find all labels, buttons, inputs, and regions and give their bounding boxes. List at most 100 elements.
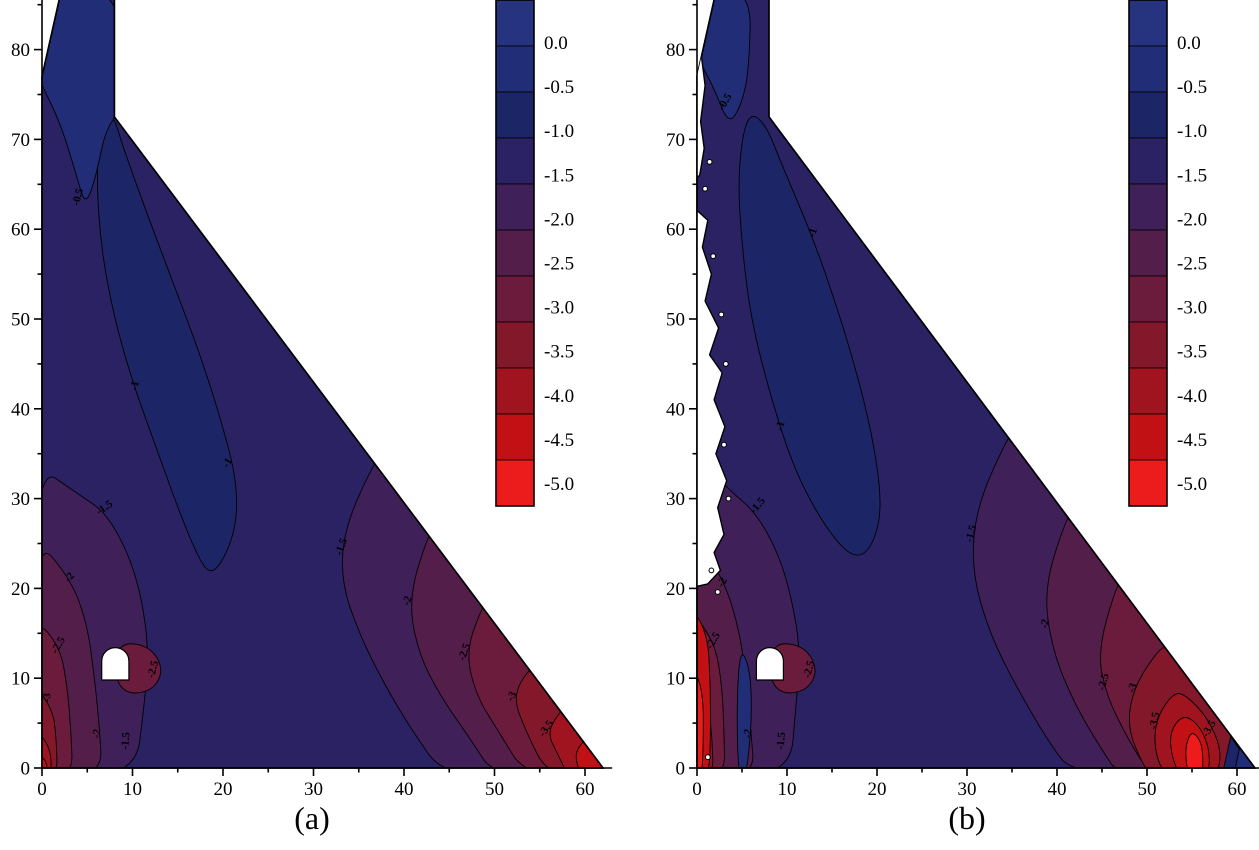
y-tick-label: 70: [11, 130, 30, 151]
colorbar-block: [1128, 183, 1168, 231]
contour-label: -3: [1125, 681, 1140, 694]
axes-a: [34, 0, 613, 776]
colorbar-tick-label: -2.5: [1177, 254, 1207, 275]
damage-speck: [708, 567, 715, 574]
colorbar-tick-label: -3.5: [1177, 342, 1207, 363]
colorbar-block: [495, 137, 535, 185]
colorbar-tick-label: -4.0: [1177, 386, 1207, 407]
colorbar-tick-label: -1.5: [1177, 165, 1207, 186]
y-tick-label: 20: [666, 579, 685, 600]
x-tick-label: 0: [692, 779, 702, 800]
contour-label: -1.5: [333, 536, 350, 557]
colorbar-block: [1128, 45, 1168, 93]
y-tick-label: 10: [11, 669, 30, 690]
colorbar-block: [495, 183, 535, 231]
contour-label: -1.5: [119, 731, 133, 750]
colorbar-tick-label: -5.0: [544, 474, 574, 495]
contour-label: -1.5: [775, 731, 789, 750]
tunnel-opening: [755, 647, 784, 681]
colorbar-tick-label: -4.5: [544, 430, 574, 451]
colorbar-block: [495, 459, 535, 507]
colorbar-block: [495, 275, 535, 323]
contour-band: [42, 692, 58, 768]
colorbar-tick-label: -1.0: [1177, 121, 1207, 142]
y-tick-label: 20: [11, 579, 30, 600]
x-tick-label: 50: [485, 779, 504, 800]
colorbar-block: [1128, 91, 1168, 139]
y-tick-label: 10: [666, 669, 685, 690]
colorbar-tick-label: 0.0: [544, 33, 568, 54]
x-tick-label: 10: [778, 779, 797, 800]
contour-label: -2: [400, 594, 415, 607]
damage-speck: [718, 311, 725, 318]
contour-label: -1: [128, 380, 142, 391]
contour-band: [1185, 733, 1204, 768]
colorbar-block: [495, 321, 535, 369]
colorbar-tick-label: -3.5: [544, 342, 574, 363]
panel-caption-a: (a): [294, 800, 330, 836]
colorbar-block: [1128, 137, 1168, 185]
contour-label: -1: [774, 420, 788, 432]
contour-band: [42, 0, 122, 200]
colorbar-block: [495, 367, 535, 415]
contour-label: -2: [1038, 618, 1051, 630]
colorbar-block: [495, 413, 535, 461]
x-tick-label: 60: [576, 779, 595, 800]
y-tick-label: 80: [666, 40, 685, 61]
contour-label: -2.5: [145, 659, 161, 679]
contour-band: [738, 115, 881, 556]
contour-label: -2.5: [456, 641, 473, 662]
contour-band: [575, 739, 604, 768]
colorbar-a: 0.0 -0.5 -1.0 -1.5 -2.0 -2.5 -3.0 -3.5 -4.0 -4.5 -…: [495, 0, 574, 507]
colorbar-block: [495, 229, 535, 277]
colorbar-tick-label: -2.0: [1177, 209, 1207, 230]
x-tick-label: 40: [1048, 779, 1067, 800]
contour-band: [697, 670, 704, 768]
contour-label: -0.5: [70, 187, 86, 207]
damage-speck: [714, 589, 721, 595]
contour-label: -1: [806, 227, 820, 239]
damage-speck: [725, 495, 732, 502]
contour-label: -2: [742, 728, 755, 739]
y-tick-label: 50: [11, 310, 30, 331]
colorbar-block: [1128, 229, 1168, 277]
colorbar-block: [1128, 321, 1168, 369]
contour-band: [97, 115, 238, 572]
colorbar-frame: [495, 0, 535, 507]
y-tick-label: 30: [11, 489, 30, 510]
contour-band: [42, 754, 48, 768]
colorbar-block: [1128, 0, 1168, 47]
x-tick-label: 40: [395, 779, 414, 800]
x-tick-label: 30: [958, 779, 977, 800]
y-tick-label: 30: [666, 489, 685, 510]
contour-label: -1.5: [963, 523, 979, 543]
x-tick-label: 20: [214, 779, 233, 800]
y-tick-label: 40: [11, 399, 30, 420]
colorbar-block: [1128, 275, 1168, 323]
colorbar-frame: [1128, 0, 1168, 507]
damage-speck: [702, 185, 708, 192]
dam-body: [42, 0, 604, 768]
x-tick-label: 0: [37, 779, 47, 800]
y-tick-label: 60: [666, 220, 685, 241]
colorbar-tick-label: -2.0: [544, 209, 574, 230]
dam-body: [697, 0, 1255, 768]
x-tick-label: 30: [304, 779, 323, 800]
colorbar-tick-label: -4.0: [544, 386, 574, 407]
x-tick-label: 20: [868, 779, 887, 800]
colorbar-tick-label: -5.0: [1177, 474, 1207, 495]
colorbar-block: [1128, 413, 1168, 461]
colorbar-block: [495, 0, 535, 47]
colorbar-tick-label: -1.0: [544, 121, 574, 142]
damage-speck: [722, 361, 729, 367]
colorbar-block: [1128, 459, 1168, 507]
y-tick-label: 70: [666, 130, 685, 151]
damage-speck: [704, 754, 711, 761]
x-tick-label: 10: [123, 779, 142, 800]
contour-field-b: [697, 0, 1255, 768]
colorbar-b: 0.0 -0.5 -1.0 -1.5 -2.0 -2.5 -3.0 -3.5 -4.0 -4.5 -…: [1128, 0, 1207, 507]
contour-label: -3: [41, 692, 54, 703]
y-tick-label: 80: [11, 40, 30, 61]
